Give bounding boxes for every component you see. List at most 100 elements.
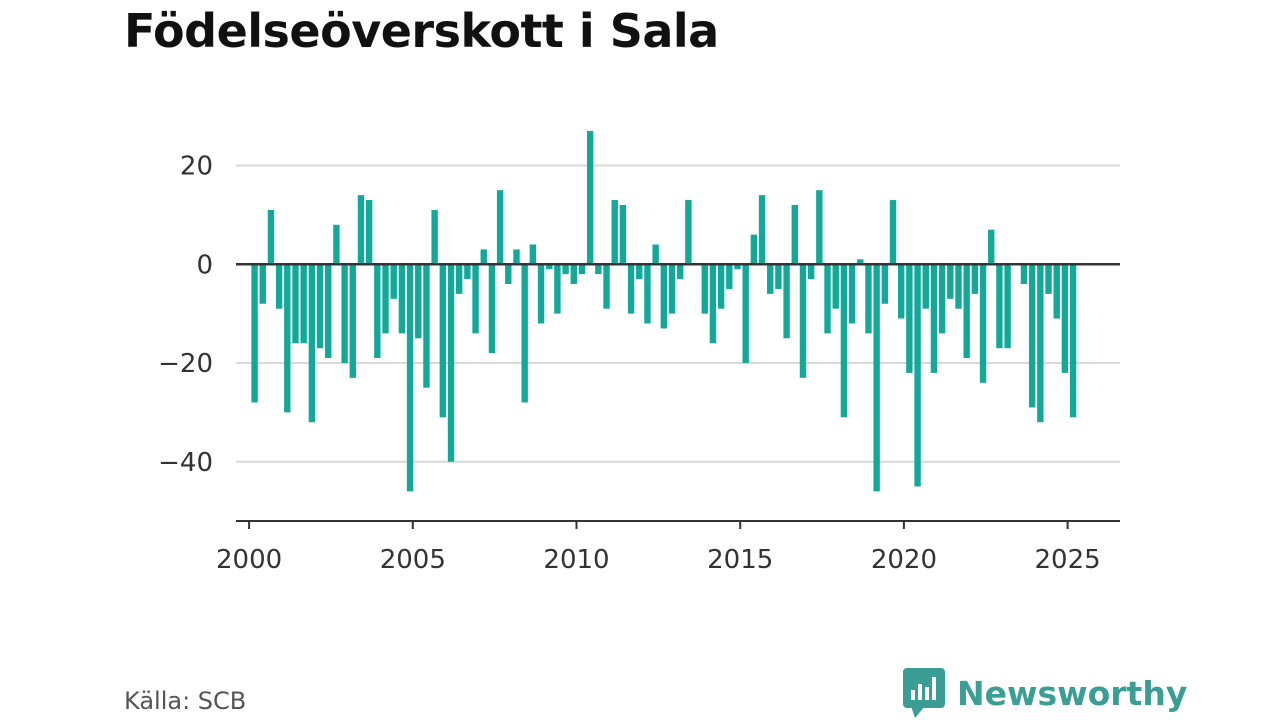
bar	[717, 264, 725, 309]
bar	[996, 264, 1003, 349]
bar	[807, 264, 815, 280]
bar	[644, 264, 651, 324]
bar	[1020, 264, 1028, 284]
x-tick-label: 2000	[216, 545, 282, 575]
bar	[848, 264, 856, 324]
bar	[1045, 264, 1052, 294]
bar	[456, 264, 463, 294]
bar	[382, 264, 389, 334]
bar	[636, 264, 643, 280]
bar	[284, 264, 291, 413]
bar	[365, 200, 373, 265]
y-tick-label: 0	[196, 250, 213, 280]
y-tick-label: 20	[180, 152, 213, 182]
brand-logo: Newsworthy	[903, 668, 1187, 718]
bar	[251, 264, 258, 403]
bar	[431, 209, 438, 265]
bar	[979, 264, 987, 383]
bar	[472, 264, 479, 334]
bar	[1061, 264, 1069, 373]
bar	[562, 264, 569, 275]
bar	[668, 264, 676, 314]
bar	[799, 264, 807, 378]
bar	[1037, 264, 1044, 423]
bar	[922, 264, 929, 309]
bar	[406, 264, 414, 492]
bar	[865, 264, 872, 334]
bar	[349, 264, 356, 378]
bar	[1069, 264, 1077, 418]
bar	[619, 205, 627, 265]
source-label: Källa: SCB	[124, 687, 247, 715]
y-tick-label: −40	[158, 448, 213, 478]
bar	[816, 190, 823, 265]
bar	[1028, 264, 1036, 408]
bar	[316, 264, 324, 349]
bar	[791, 205, 798, 265]
bar	[595, 264, 602, 275]
bar	[963, 264, 970, 359]
bar	[292, 264, 299, 344]
y-tick-label: −20	[158, 349, 213, 379]
bar	[955, 264, 962, 309]
bar	[496, 190, 504, 265]
chart-title: Födelseöverskott i Sala	[124, 4, 719, 58]
bar	[758, 195, 766, 265]
bar	[857, 259, 864, 265]
bar	[570, 264, 577, 284]
bar	[775, 264, 782, 289]
bar	[390, 264, 397, 299]
bar	[505, 264, 512, 284]
bar	[415, 264, 422, 339]
bar	[488, 264, 496, 354]
bar	[947, 264, 954, 299]
bar	[898, 264, 905, 319]
bar	[300, 264, 307, 344]
bar	[554, 264, 561, 314]
bar	[529, 244, 537, 265]
x-tick-label: 2005	[380, 545, 446, 575]
bar	[275, 264, 283, 309]
x-tick-label: 2025	[1035, 545, 1101, 575]
bar	[1004, 264, 1011, 349]
bar	[742, 264, 749, 363]
bar	[578, 264, 586, 275]
bar	[971, 264, 979, 294]
bar	[914, 264, 921, 487]
bar	[398, 264, 406, 334]
bar	[586, 130, 594, 265]
bar	[537, 264, 545, 324]
bar	[824, 264, 831, 334]
bar	[889, 200, 897, 265]
bar	[259, 264, 266, 304]
bar	[546, 264, 553, 270]
x-tick-label: 2020	[871, 545, 937, 575]
bar	[701, 264, 708, 314]
bar	[685, 200, 692, 265]
brand-name: Newsworthy	[957, 673, 1188, 713]
bar	[709, 264, 717, 344]
bar	[325, 264, 332, 359]
bar	[652, 244, 659, 265]
bar	[439, 264, 447, 418]
bar	[832, 264, 839, 309]
bar	[881, 264, 889, 304]
bar	[603, 264, 610, 309]
bar	[750, 234, 758, 265]
bar	[938, 264, 946, 334]
bar	[521, 264, 528, 403]
x-tick-label: 2015	[707, 545, 773, 575]
bar	[357, 195, 365, 265]
bar	[267, 209, 275, 265]
bar	[677, 264, 684, 280]
bar	[988, 229, 995, 265]
bar	[447, 264, 455, 462]
bar	[906, 264, 913, 373]
bar	[930, 264, 938, 373]
bar	[464, 264, 471, 280]
bar	[1053, 264, 1060, 319]
bar	[333, 224, 340, 265]
bar	[873, 264, 880, 492]
bar	[726, 264, 733, 289]
